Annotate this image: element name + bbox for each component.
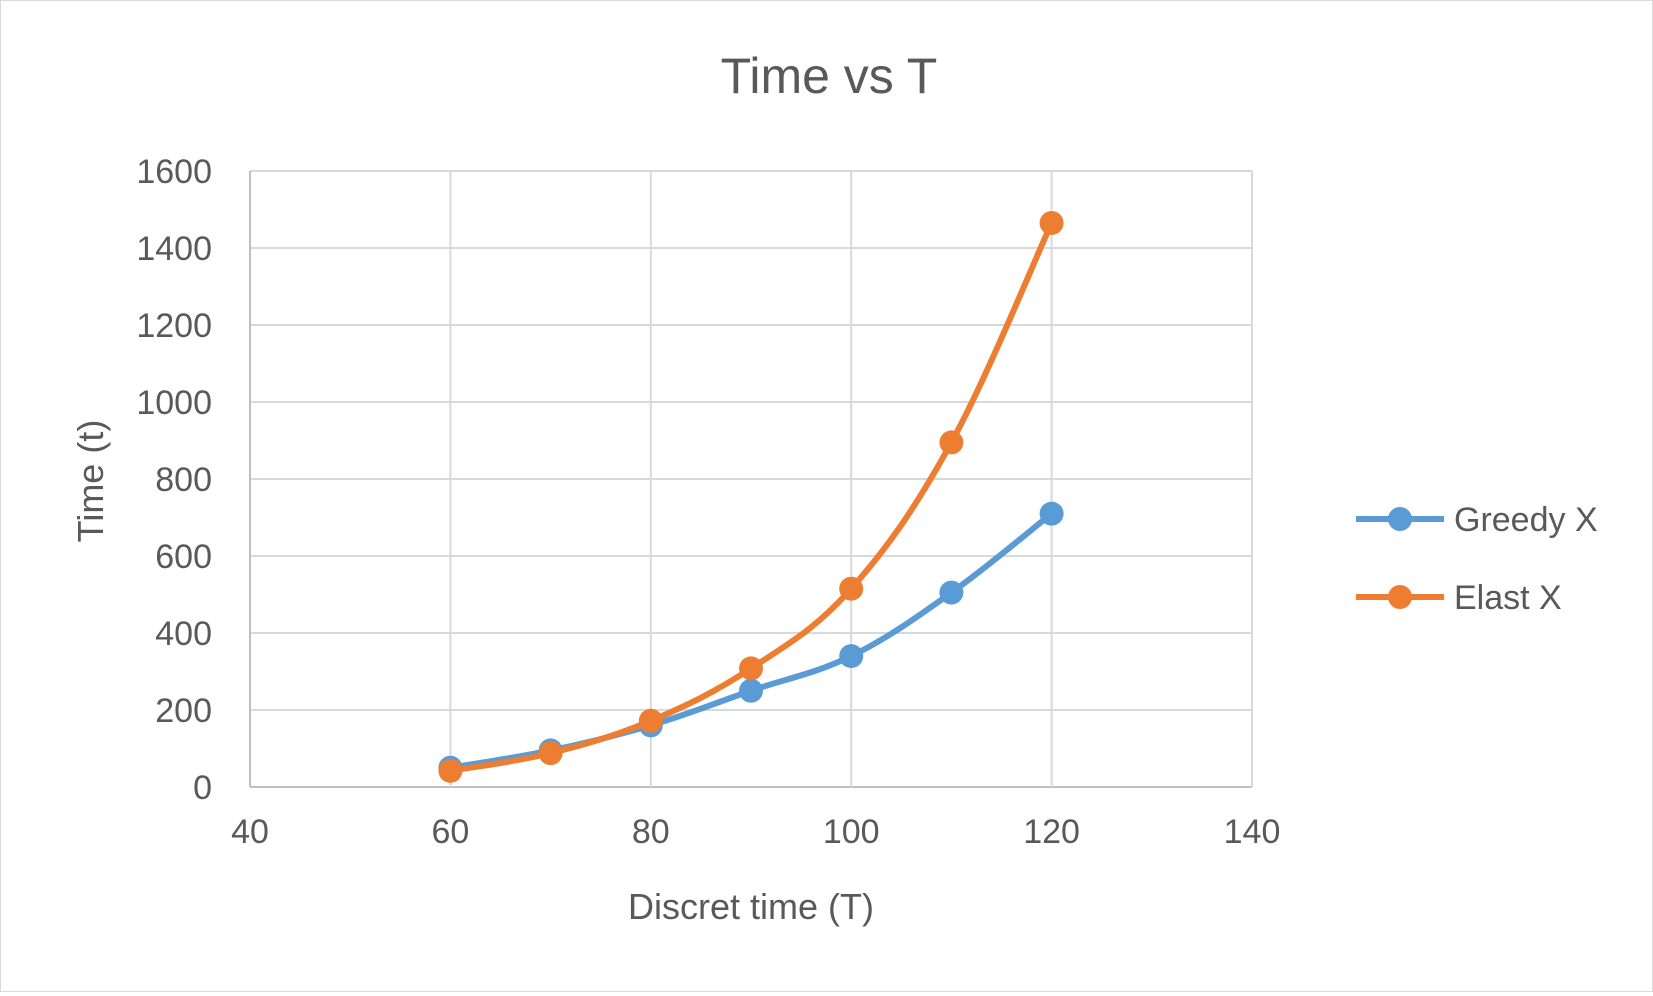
legend-swatch-marker — [1388, 585, 1412, 609]
data-point — [1039, 501, 1064, 526]
data-point — [638, 708, 663, 733]
data-point — [939, 580, 964, 605]
data-point — [438, 758, 463, 783]
x-tick-label: 60 — [431, 813, 469, 851]
axes: 0 200 400 600 800 1000 1200 1400 1600 40 60 80 100 12… — [136, 153, 1280, 851]
data-point — [739, 656, 763, 681]
legend-label: Greedy X — [1454, 501, 1598, 539]
x-tick-label: 120 — [1023, 813, 1080, 851]
data-point — [538, 741, 563, 766]
x-tick-label: 140 — [1224, 813, 1281, 851]
y-tick-label: 1400 — [136, 230, 212, 268]
y-tick-label: 200 — [155, 692, 212, 730]
y-tick-label: 400 — [155, 615, 212, 653]
legend-item: Greedy X — [1356, 501, 1598, 539]
x-axis-label: Discret time (T) — [628, 886, 874, 927]
data-point — [839, 644, 864, 669]
x-tick-label: 80 — [632, 813, 670, 851]
legend-swatch-marker — [1388, 507, 1412, 531]
data-point — [839, 576, 864, 601]
y-tick-label: 1000 — [136, 384, 212, 422]
series-lines — [438, 210, 1064, 783]
legend: Greedy X Elast X — [1356, 501, 1598, 617]
y-tick-label: 0 — [193, 769, 212, 807]
series-line — [447, 510, 1055, 771]
data-point — [1039, 210, 1064, 235]
grid-lines — [249, 170, 1253, 788]
x-tick-label: 40 — [231, 813, 269, 851]
y-tick-label: 1200 — [136, 307, 212, 345]
y-tick-label: 1600 — [136, 153, 212, 191]
legend-label: Elast X — [1454, 579, 1562, 617]
series-1 — [438, 210, 1064, 783]
chart-title: Time vs T — [721, 48, 938, 104]
series-0 — [438, 501, 1064, 780]
data-point — [939, 430, 964, 455]
data-point — [739, 678, 763, 703]
y-tick-label: 800 — [155, 461, 212, 499]
y-tick-label: 600 — [155, 538, 212, 576]
x-tick-label: 100 — [823, 813, 880, 851]
y-axis-label: Time (t) — [70, 420, 111, 543]
legend-item: Elast X — [1356, 579, 1562, 617]
